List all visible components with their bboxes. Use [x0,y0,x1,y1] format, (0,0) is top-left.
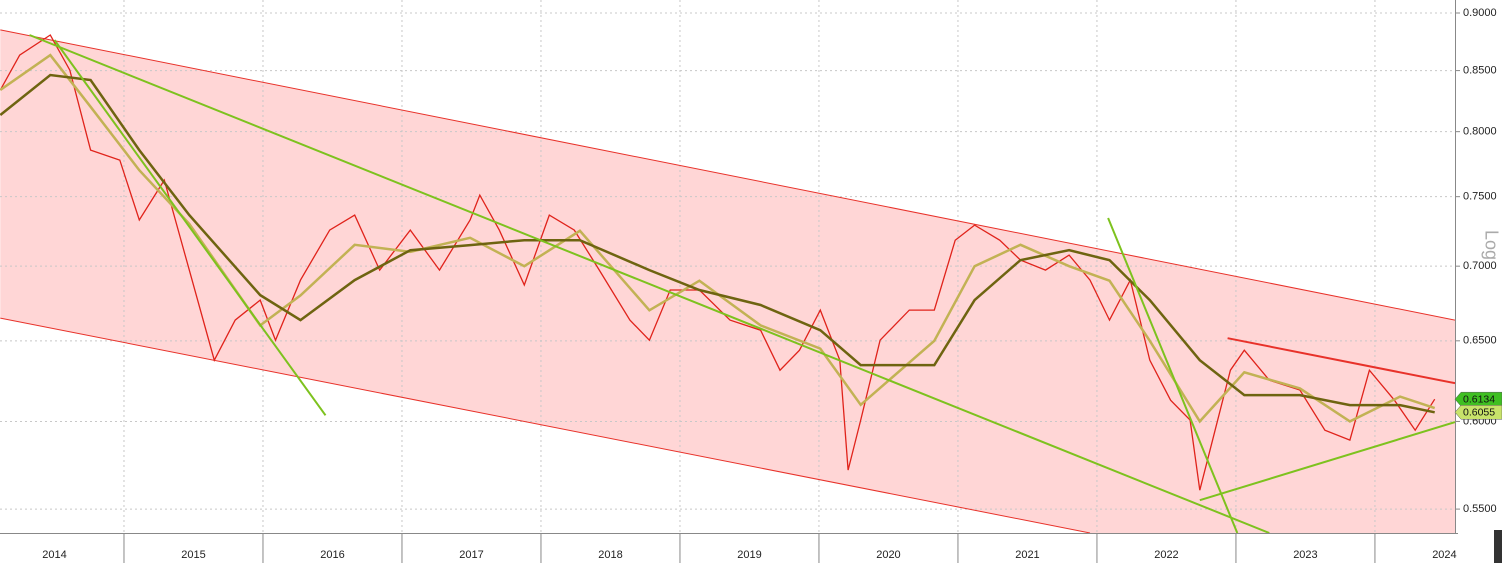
x-tick-label: 2014 [42,549,66,561]
y-tick-label: 0.7500 [1463,191,1497,203]
x-tick-label: 2024 [1432,549,1456,561]
trend-line [1227,337,1455,385]
channel-lower [0,317,1091,533]
y-tick-label: 0.7000 [1463,260,1497,272]
trend-line [53,39,327,416]
end-label: 0.6134 [1463,393,1495,405]
x-tick-label: 2021 [1015,549,1039,561]
corner-button [1494,530,1502,563]
trend-line [1107,217,1239,533]
y-tick-label: 0.5500 [1463,503,1497,515]
scale-label: Log [1481,230,1501,260]
series-line [0,73,1435,414]
end-label-box [1454,405,1502,420]
x-tick-label: 2022 [1154,549,1178,561]
end-label-box [1454,391,1502,407]
y-tick-label: 0.8000 [1463,126,1497,138]
x-tick-label: 2019 [737,549,761,561]
trend-line [29,34,1270,533]
channel-fill [0,29,1455,533]
channel-upper [0,29,1455,321]
y-tick-label: 0.6500 [1463,335,1497,347]
series-line [0,34,1436,491]
y-tick-label: 0.8500 [1463,64,1497,76]
x-tick-label: 2017 [459,549,483,561]
x-tick-label: 2015 [181,549,205,561]
end-label: 0.6055 [1463,407,1495,419]
x-tick-label: 2023 [1293,549,1317,561]
x-tick-label: 2016 [320,549,344,561]
plot-area [0,0,1455,533]
y-tick-label: 0.9000 [1463,7,1497,19]
trend-line [1199,421,1455,502]
x-tick-label: 2018 [598,549,622,561]
x-tick-label: 2020 [876,549,900,561]
